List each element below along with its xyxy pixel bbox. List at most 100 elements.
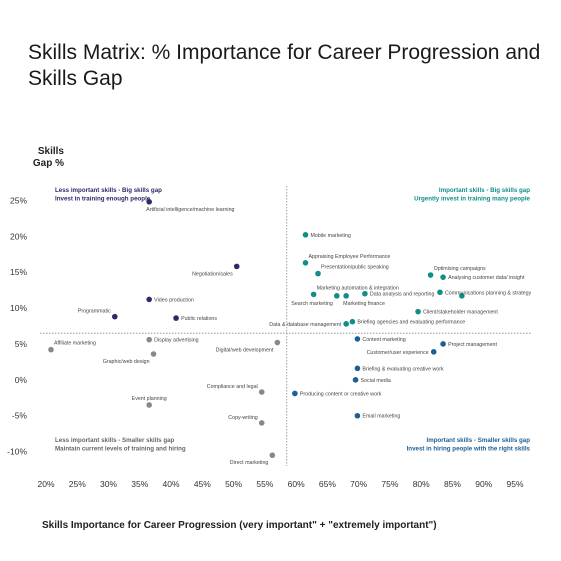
data-point [354, 336, 361, 342]
data-point-label: Producing content or creative work [300, 391, 382, 397]
data-point [440, 341, 446, 347]
data-point-label: Data analysis and reporting [370, 292, 435, 298]
quadrant-subtitle: Invest in training enough people [55, 196, 151, 203]
data-point [146, 198, 152, 205]
data-point [354, 365, 361, 372]
y-axis-label-line2: Gap % [32, 158, 64, 169]
data-point-label: Analysing customer data/ insight [448, 275, 525, 281]
quadrant-subtitle: Maintain current levels of training and … [55, 446, 186, 453]
data-point [269, 452, 276, 459]
data-point-label: Email marketing [362, 414, 400, 420]
y-axis-label-line1: Skills [37, 146, 64, 157]
y-tick-label: 5% [15, 339, 28, 349]
data-point-label: Marketing finance [343, 301, 385, 307]
x-tick-label: 20% [37, 479, 54, 489]
data-point [233, 263, 240, 270]
data-point-label: Video production [154, 297, 194, 303]
data-point [415, 308, 421, 315]
data-point-label: Briefing agencies and evaluating perform… [357, 320, 465, 326]
x-tick-label: 50% [225, 479, 242, 489]
data-point [258, 420, 265, 426]
x-tick-label: 85% [444, 479, 461, 489]
quadrant-subtitle: Urgently invest in training many people [414, 196, 530, 203]
data-point [427, 272, 434, 278]
data-point-label: Compliance and legal [207, 384, 258, 390]
data-point-label: Affiliate marketing [54, 341, 96, 347]
chart-title: Skills Matrix: % Importance for Career P… [28, 41, 541, 90]
y-axis-label: Skills Gap % [24, 146, 64, 170]
data-point-label: Data & database management [269, 322, 341, 328]
x-tick-label: 45% [194, 479, 211, 489]
data-point [146, 402, 152, 408]
data-point-label: Communications planning & strategy [445, 290, 532, 296]
data-point-label: Mobile marketing [311, 233, 351, 239]
data-point [440, 274, 446, 280]
y-tick-label: 25% [10, 195, 27, 205]
data-point-label: Programmatic [78, 309, 111, 315]
y-tick-label: 10% [10, 303, 27, 313]
data-point [146, 336, 152, 343]
data-point [111, 313, 118, 320]
y-axis-ticks: 25% 20% 15% 10% 5% 0% -5% -10% [7, 195, 27, 456]
quadrant-dividers [40, 186, 532, 466]
x-tick-label: 95% [506, 479, 523, 489]
data-point-label: Direct marketing [230, 460, 269, 466]
data-point-label: Digital/web development [216, 348, 274, 354]
quadrant-subtitle: Invest in hiring people with the right s… [407, 446, 531, 453]
data-point-label: Customer/user experience [367, 350, 429, 356]
y-tick-label: 20% [10, 231, 27, 241]
data-point-label: Search marketing [291, 301, 333, 307]
x-tick-label: 70% [350, 479, 367, 489]
data-point-labels: Artificial intelligence/machine learning… [54, 207, 532, 466]
x-tick-label: 30% [100, 479, 117, 489]
data-point [173, 315, 179, 321]
x-tick-label: 25% [69, 479, 86, 489]
x-tick-label: 55% [256, 479, 273, 489]
y-tick-label: 15% [10, 267, 27, 277]
data-point-label: Appraising Employee Performance [309, 254, 391, 260]
data-point-label: Social media [361, 378, 391, 384]
data-point [274, 339, 281, 346]
data-point [292, 390, 298, 397]
data-point [362, 290, 368, 297]
data-point-label: Negotiation/sales [192, 271, 233, 277]
data-point [146, 296, 152, 303]
data-point [354, 412, 361, 419]
x-tick-label: 75% [381, 479, 398, 489]
data-point-label: Presentation/public speaking [321, 265, 389, 271]
data-point [437, 289, 443, 296]
data-point-label: Marketing automation & integration [317, 285, 399, 291]
data-point [349, 318, 356, 325]
data-point [315, 270, 321, 277]
data-point [333, 293, 340, 299]
x-tick-label: 40% [163, 479, 180, 489]
y-tick-label: -5% [12, 411, 28, 421]
data-point-label: Event planning [132, 396, 167, 402]
data-point [150, 351, 157, 357]
data-point-label: Artificial intelligence/machine learning [146, 207, 234, 213]
quadrant-title: Less important skills - Big skills gap [55, 187, 162, 194]
data-point-label: Project management [448, 342, 497, 348]
data-point [343, 293, 349, 299]
quadrant-title: Important skills - Smaller skills gap [426, 437, 530, 444]
data-point [302, 232, 309, 238]
data-point-label: Public relations [181, 316, 217, 322]
x-tick-label: 35% [131, 479, 148, 489]
data-point-label: Client/stakeholder management [423, 310, 498, 316]
data-point [459, 293, 465, 299]
data-point [302, 260, 309, 266]
x-axis-ticks: 20% 25% 30% 35% 40% 45% 50% 55% 60% 65% 70% 75% 80% 8… [37, 479, 523, 489]
x-tick-label: 60% [288, 479, 305, 489]
x-tick-label: 80% [413, 479, 430, 489]
x-tick-label: 90% [475, 479, 492, 489]
data-point [258, 389, 265, 395]
data-point-label: Graphic/web design [103, 359, 150, 365]
quadrant-captions: Less important skills - Big skills gap In… [55, 187, 531, 453]
data-point [352, 377, 359, 383]
x-tick-label: 65% [319, 479, 336, 489]
y-tick-label: 0% [15, 375, 28, 385]
data-point [430, 349, 437, 355]
data-point-label: Optimising campaigns [434, 266, 486, 272]
data-point [310, 291, 317, 298]
